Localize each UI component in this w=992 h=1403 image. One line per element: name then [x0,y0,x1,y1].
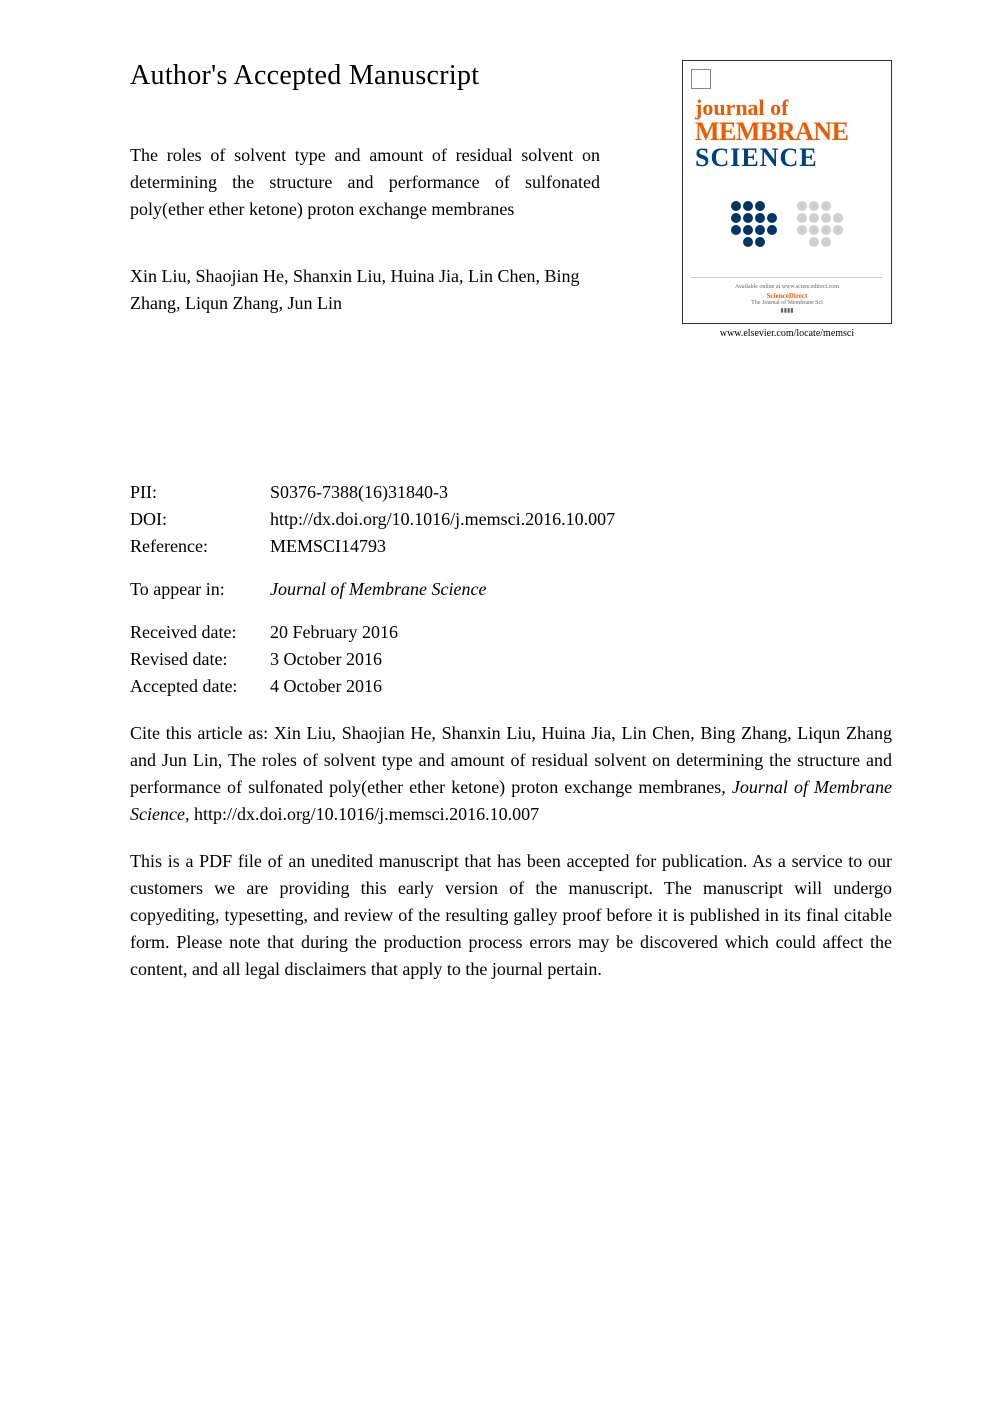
reference-row: Reference: MEMSCI14793 [130,533,892,560]
revised-label: Revised date: [130,646,270,673]
page-title: Author's Accepted Manuscript [130,60,600,92]
appear-row: To appear in: Journal of Membrane Scienc… [130,576,892,603]
pii-value: S0376-7388(16)31840-3 [270,479,892,506]
appear-label: To appear in: [130,576,270,603]
publisher-logo-icon [691,69,711,89]
authors: Xin Liu, Shaojian He, Shanxin Liu, Huina… [130,263,600,317]
journal-footer-publisher: ScienceDirect [691,292,883,300]
journal-graphic-icon [691,201,883,247]
journal-title-line1: journal of [695,97,883,119]
citation-section: Cite this article as: Xin Liu, Shaojian … [130,720,892,828]
appear-value: Journal of Membrane Science [270,576,892,603]
revised-row: Revised date: 3 October 2016 [130,646,892,673]
header-section: Author's Accepted Manuscript The roles o… [130,60,892,339]
journal-footer-barcode: ▮▮▮▮ [691,308,883,316]
journal-cover-box: journal of MEMBRANE SCIENCE Availab [682,60,892,324]
journal-footer-line1: Available online at www.sciencedirect.co… [691,284,883,292]
received-value: 20 February 2016 [270,619,892,646]
dates-section: Received date: 20 February 2016 Revised … [130,619,892,700]
pii-row: PII: S0376-7388(16)31840-3 [130,479,892,506]
pii-label: PII: [130,479,270,506]
accepted-value: 4 October 2016 [270,673,892,700]
revised-value: 3 October 2016 [270,646,892,673]
citation-suffix[interactable]: http://dx.doi.org/10.1016/j.memsci.2016.… [189,804,539,824]
accepted-row: Accepted date: 4 October 2016 [130,673,892,700]
accepted-label: Accepted date: [130,673,270,700]
journal-cover: journal of MEMBRANE SCIENCE Availab [682,60,892,339]
doi-row: DOI: http://dx.doi.org/10.1016/j.memsci.… [130,506,892,533]
journal-footer: Available online at www.sciencedirect.co… [691,277,883,315]
journal-footer-line2: The Journal of Membrane Sci [691,300,883,308]
reference-value: MEMSCI14793 [270,533,892,560]
disclaimer-section: This is a PDF file of an unedited manusc… [130,848,892,983]
received-row: Received date: 20 February 2016 [130,619,892,646]
metadata-section: PII: S0376-7388(16)31840-3 DOI: http://d… [130,479,892,700]
header-left: Author's Accepted Manuscript The roles o… [130,60,600,339]
reference-label: Reference: [130,533,270,560]
journal-url: www.elsevier.com/locate/memsci [682,328,892,339]
journal-title-line3: SCIENCE [695,145,883,171]
doi-label: DOI: [130,506,270,533]
doi-value[interactable]: http://dx.doi.org/10.1016/j.memsci.2016.… [270,506,892,533]
journal-title-line2: MEMBRANE [695,119,883,145]
received-label: Received date: [130,619,270,646]
article-title: The roles of solvent type and amount of … [130,142,600,223]
